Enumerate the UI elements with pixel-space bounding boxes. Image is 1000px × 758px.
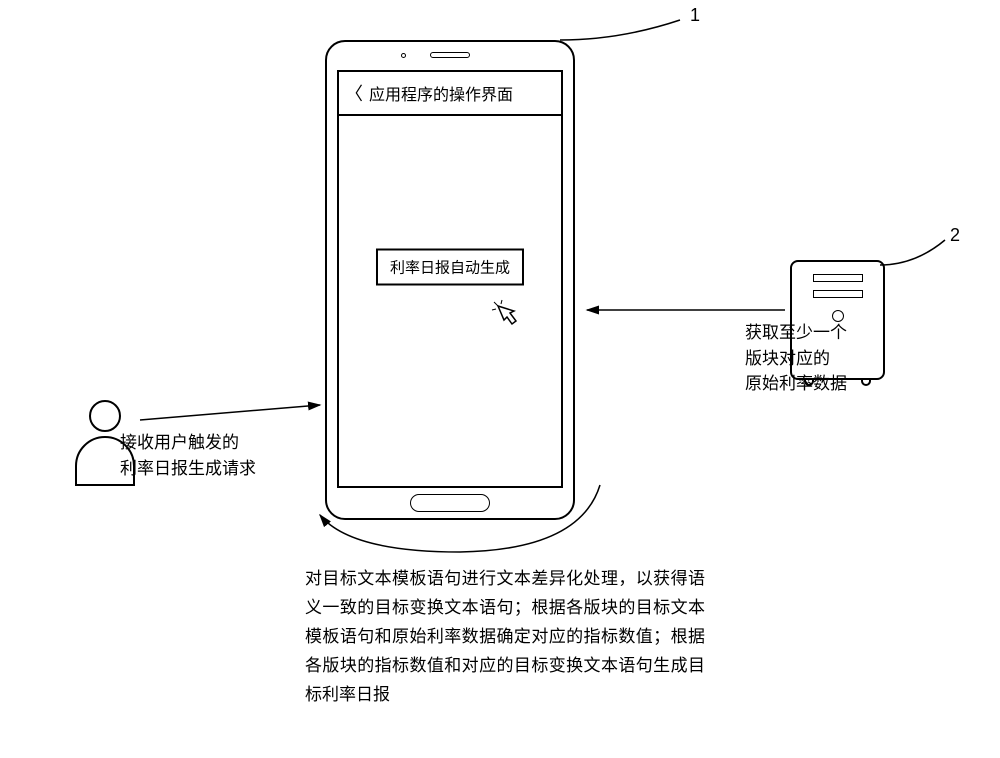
- reference-label-1: 1: [690, 5, 700, 26]
- server-caption-line3: 原始利率数据: [745, 371, 895, 397]
- phone-speaker: [430, 52, 470, 58]
- server-drive-1: [813, 274, 863, 282]
- server-drive-2: [813, 290, 863, 298]
- back-icon[interactable]: 〈: [345, 80, 363, 106]
- phone-screen: 〈 应用程序的操作界面 利率日报自动生成: [337, 70, 563, 488]
- app-header-title: 应用程序的操作界面: [369, 81, 513, 105]
- server-caption-line1: 获取至少一个: [745, 320, 895, 346]
- user-head: [89, 400, 121, 432]
- leader-line-1: [560, 10, 690, 50]
- process-description: 对目标文本模板语句进行文本差异化处理，以获得语义一致的目标变换文本语句；根据各版…: [305, 565, 705, 709]
- user-caption-line1: 接收用户触发的: [120, 430, 256, 456]
- leader-line-2: [880, 230, 960, 270]
- app-header: 〈 应用程序的操作界面: [339, 72, 561, 116]
- user-caption-line2: 利率日报生成请求: [120, 456, 256, 482]
- phone-home-button: [410, 494, 490, 512]
- phone-camera: [401, 53, 406, 58]
- server-caption: 获取至少一个 版块对应的 原始利率数据: [745, 320, 895, 397]
- phone-device: 〈 应用程序的操作界面 利率日报自动生成: [325, 40, 575, 520]
- server-caption-line2: 版块对应的: [745, 346, 895, 372]
- system-diagram: 1 〈 应用程序的操作界面 利率日报自动生成 接收用户触发的 利率日报生成请求: [0, 0, 1000, 758]
- generate-report-button[interactable]: 利率日报自动生成: [376, 248, 524, 285]
- user-caption: 接收用户触发的 利率日报生成请求: [120, 430, 256, 481]
- reference-label-2: 2: [950, 225, 960, 246]
- generate-report-button-label: 利率日报自动生成: [390, 259, 510, 276]
